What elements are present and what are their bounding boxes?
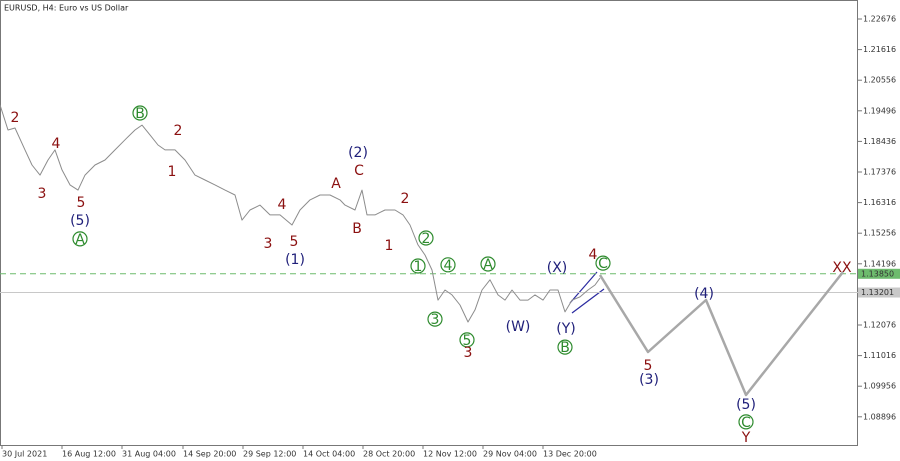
wave-label: 1	[414, 259, 423, 275]
y-tick-label: 1.11016	[863, 351, 896, 360]
series-line	[0, 104, 601, 323]
wave-circle	[410, 258, 426, 274]
y-tick-label: 1.12076	[863, 320, 896, 329]
wave-label: 5	[77, 195, 86, 211]
wave-label: (1)	[285, 252, 305, 268]
wave-circle	[72, 231, 88, 247]
wave-label: 2	[422, 231, 431, 247]
wave-circle	[557, 339, 573, 355]
wave-circle	[459, 332, 475, 348]
wave-label: C	[354, 163, 364, 179]
wave-label: (W)	[506, 319, 531, 335]
wave-label: (Y)	[556, 321, 575, 337]
wave-label: 3	[264, 236, 273, 252]
y-tick-label: 1.21616	[863, 45, 896, 54]
wave-label: B	[135, 106, 145, 122]
x-tick-label: 29 Nov 04:00	[483, 450, 537, 459]
x-tick-label: 13 Dec 20:00	[543, 450, 597, 459]
wave-label: (X)	[547, 260, 568, 276]
wave-label: C	[598, 256, 608, 272]
wave-label: 5	[290, 234, 299, 250]
y-tick-label: 1.18436	[863, 137, 896, 146]
y-tick-label: 1.09956	[863, 382, 896, 391]
wave-circle	[440, 257, 456, 273]
wave-label: A	[331, 176, 341, 192]
channel-line	[569, 271, 598, 304]
wave-label: 5	[463, 333, 472, 349]
wave-label: (5)	[70, 213, 90, 229]
y-tick-label: 1.17376	[863, 167, 896, 176]
y-tick-label: 1.14196	[863, 259, 896, 268]
wave-label: 4	[589, 247, 598, 263]
wave-label: (4)	[694, 286, 714, 302]
wave-label: 2	[11, 110, 20, 126]
chart-title: EURUSD, H4: Euro vs US Dollar	[4, 4, 129, 13]
wave-label: 1	[168, 164, 177, 180]
wave-label: 4	[278, 197, 287, 213]
wave-label: B	[560, 340, 570, 356]
wave-circle	[418, 230, 434, 246]
x-tick-label: 12 Nov 12:00	[423, 450, 477, 459]
wave-circle	[738, 414, 754, 430]
wave-label: 4	[52, 136, 61, 152]
x-tick-label: 16 Aug 12:00	[62, 450, 116, 459]
plot-frame	[0, 0, 858, 446]
y-tick-label: 1.16316	[863, 198, 896, 207]
wave-label: A	[75, 232, 85, 248]
x-tick-label: 29 Sep 12:00	[243, 450, 296, 459]
wave-circle	[427, 311, 443, 327]
wave-label: XX	[832, 260, 852, 276]
wave-circle	[595, 255, 611, 271]
wave-label: A	[483, 257, 493, 273]
wave-label: 2	[401, 191, 410, 207]
wave-label: (3)	[639, 372, 659, 388]
x-tick-label: 28 Oct 20:00	[363, 450, 415, 459]
level-label-box	[858, 287, 900, 298]
y-tick-label: 1.15256	[863, 229, 896, 238]
x-tick-label: 14 Oct 04:00	[303, 450, 355, 459]
wave-label: Y	[741, 430, 751, 446]
level-label: 1.13201	[861, 288, 894, 297]
wave-label: B	[352, 221, 362, 237]
wave-label: 3	[38, 186, 47, 202]
level-label-box	[858, 268, 900, 279]
series-line	[598, 271, 844, 397]
wave-label: 1	[385, 238, 394, 254]
level-label: 1.13850	[861, 269, 894, 278]
y-tick-label: 1.08896	[863, 412, 896, 421]
wave-label: (5)	[736, 397, 756, 413]
wave-label: 3	[464, 345, 473, 361]
wave-label: 4	[444, 258, 453, 274]
y-tick-label: 1.22676	[863, 14, 896, 23]
y-tick-label: 1.19496	[863, 106, 896, 115]
wave-label: 5	[644, 358, 653, 374]
x-tick-label: 31 Aug 04:00	[122, 450, 176, 459]
wave-label: 2	[174, 123, 183, 139]
wave-label: 3	[431, 312, 440, 328]
x-tick-label: 30 Jul 2021	[2, 450, 47, 459]
y-tick-label: 1.20556	[863, 76, 896, 85]
wave-circle	[480, 256, 496, 272]
wave-circle	[132, 105, 148, 121]
wave-label: (2)	[348, 145, 368, 161]
wave-label: C	[741, 415, 751, 431]
x-tick-label: 14 Sep 20:00	[183, 450, 236, 459]
